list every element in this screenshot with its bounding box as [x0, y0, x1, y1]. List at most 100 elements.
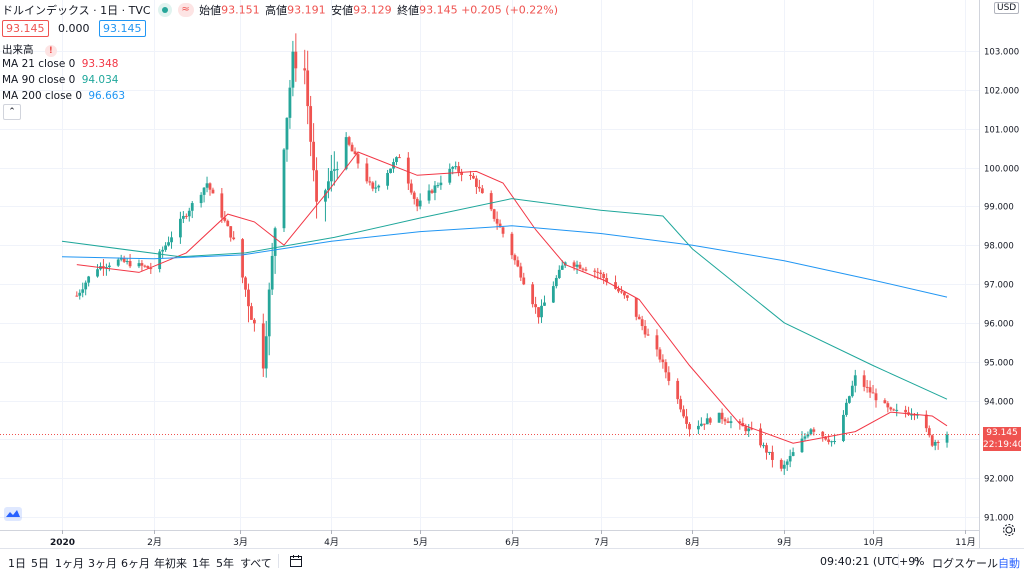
candle-down — [522, 277, 526, 285]
range-6m[interactable]: 6ヶ月 — [121, 557, 150, 570]
ma21-legend[interactable]: MA 21 close 0 93.348 — [2, 58, 118, 70]
range-1m[interactable]: 1ヶ月 — [55, 557, 84, 570]
candle-up — [187, 210, 191, 217]
candle-down — [353, 151, 357, 155]
tradingview-logo-icon[interactable] — [4, 507, 22, 521]
price-tick-label: 100.000 — [984, 165, 1019, 175]
candle-down — [492, 209, 496, 219]
candle-up — [433, 185, 437, 193]
bid-ask-row: 93.145 0.000 93.145 — [2, 20, 146, 37]
range-1d[interactable]: 1日 — [8, 557, 26, 570]
change-value: +0.205 (+0.22%) — [461, 3, 559, 17]
candle-down — [889, 407, 893, 410]
volume-legend[interactable]: 出来高 ! — [2, 42, 57, 57]
chart-grid — [0, 0, 979, 530]
gear-icon[interactable] — [1002, 523, 1016, 537]
price-tick-label: 91.000 — [984, 514, 1014, 524]
auto-scale-toggle[interactable]: 自動 — [998, 557, 1020, 570]
candle-up — [551, 286, 555, 303]
range-3m[interactable]: 3ヶ月 — [88, 557, 117, 570]
candle-down — [682, 409, 685, 417]
candle-down — [596, 271, 600, 273]
legend-header: ドルインデックス · 1日 · TVC ≈ 始値93.151 高値93.191 … — [2, 2, 558, 18]
candle-up — [190, 203, 194, 211]
collapse-legend-button[interactable]: ⌃ — [3, 104, 21, 120]
high-value: 93.191 — [287, 3, 326, 17]
toolbar-divider — [898, 554, 899, 568]
price-tick-label: 97.000 — [984, 281, 1014, 291]
toolbar-divider — [278, 554, 279, 568]
candle-down — [744, 426, 748, 432]
candle-down — [720, 412, 724, 420]
candle-up — [806, 434, 810, 437]
candle-down — [883, 400, 887, 404]
candle-down — [634, 297, 638, 317]
clock-time[interactable]: 09:40:21 (UTC+9) — [820, 555, 920, 568]
candle-down — [771, 451, 774, 460]
symbol-title[interactable]: ドルインデックス · 1日 · TVC — [2, 4, 151, 17]
candle-down — [936, 441, 940, 443]
candle-down — [623, 292, 626, 296]
candle-down — [371, 182, 375, 189]
bid-button[interactable]: 93.145 — [2, 20, 49, 37]
candle-up — [137, 263, 141, 267]
calendar-range-icon[interactable] — [289, 554, 303, 568]
candle-up — [282, 149, 286, 229]
candle-down — [347, 137, 351, 145]
ma90-label: MA 90 close 0 — [2, 74, 76, 86]
ask-button[interactable]: 93.145 — [99, 20, 146, 37]
price-tick-label: 103.000 — [984, 48, 1019, 58]
candle-up — [916, 414, 919, 416]
candle-down — [480, 188, 484, 194]
range-5d[interactable]: 5日 — [31, 557, 49, 570]
candle-down — [477, 186, 481, 189]
candle-up — [267, 289, 271, 337]
candle-down — [519, 266, 523, 278]
candle-down — [865, 386, 869, 388]
ma-line — [61, 225, 948, 298]
candle-up — [288, 87, 292, 118]
candle-down — [688, 423, 691, 430]
ma200-legend[interactable]: MA 200 close 0 96.663 — [2, 90, 125, 102]
candle-up — [830, 441, 833, 443]
candle-down — [827, 439, 831, 442]
candle-up — [291, 51, 295, 88]
candle-down — [303, 68, 307, 71]
candle-up — [717, 412, 721, 423]
wave-icon[interactable]: ≈ — [177, 3, 194, 17]
time-tick-label: 9月 — [777, 537, 792, 548]
candle-down — [913, 414, 916, 416]
candle-down — [128, 261, 132, 267]
spread-value: 0.000 — [58, 22, 90, 35]
range-5y[interactable]: 5年 — [216, 557, 234, 570]
candle-down — [874, 393, 878, 401]
countdown-tag: 22:19:40 — [983, 439, 1024, 451]
candle-up — [164, 245, 167, 250]
candle-down — [637, 316, 641, 320]
range-ytd[interactable]: 年初来 — [154, 557, 187, 570]
candle-up — [107, 265, 111, 268]
warning-icon[interactable]: ! — [44, 45, 57, 57]
range-all[interactable]: すべて — [240, 557, 272, 570]
percent-toggle[interactable]: % — [914, 555, 925, 568]
candle-down — [886, 403, 890, 408]
candle-up — [167, 242, 170, 246]
candle-down — [812, 429, 816, 432]
candle-up — [768, 451, 771, 453]
candle-down — [253, 319, 256, 324]
close-value: 93.145 — [419, 3, 458, 17]
candle-down — [312, 141, 315, 171]
time-tick-label: 8月 — [685, 537, 700, 548]
range-1y[interactable]: 1年 — [192, 557, 210, 570]
price-chart[interactable]: 91.00092.00093.00094.00095.00096.00097.0… — [0, 0, 1024, 548]
candle-down — [646, 334, 650, 336]
candle-down — [261, 323, 265, 369]
candle-down — [614, 282, 617, 289]
candle-down — [415, 198, 419, 207]
ma90-legend[interactable]: MA 90 close 0 94.034 — [2, 74, 118, 86]
price-tick-label: 98.000 — [984, 242, 1014, 252]
log-scale-toggle[interactable]: ログスケール — [932, 557, 998, 570]
time-tick-label: 10月 — [863, 537, 883, 548]
currency-badge[interactable]: USD — [994, 2, 1020, 14]
candle-down — [412, 192, 416, 199]
